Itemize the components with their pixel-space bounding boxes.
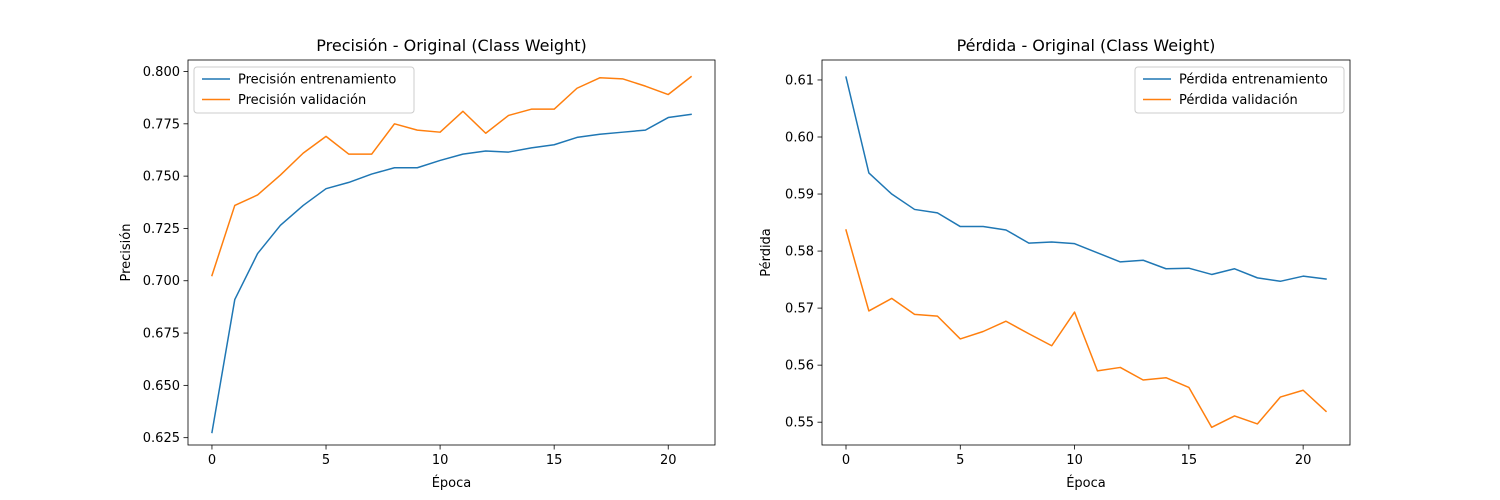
series-line-2 (845, 229, 1328, 429)
y-tick-label: 0.61 (785, 73, 814, 88)
x-tick-label: 5 (956, 453, 964, 468)
legend-label: Precisión entrenamiento (238, 73, 396, 88)
chart-title: Precisión - Original (Class Weight) (316, 36, 586, 55)
y-axis-label: Pérdida (759, 228, 774, 277)
y-tick-label: 0.57 (785, 302, 814, 317)
series-line-1 (845, 76, 1327, 283)
chart-2: Pérdida - Original (Class Weight) 0 5 10 15 2… (759, 36, 1351, 491)
axes-frame (821, 59, 1351, 446)
legend-box (1134, 66, 1345, 114)
legend-box (193, 66, 415, 114)
series-line-2 (211, 75, 693, 277)
x-tick-label: 0 (842, 453, 850, 468)
x-tick-label: 0 (208, 453, 216, 468)
series-points-2 (211, 76, 692, 276)
y-tick-label: 0.60 (785, 131, 814, 146)
series-points-1 (845, 77, 1327, 282)
y-tick-label: 0.58 (785, 245, 814, 260)
x-tick-label: 10 (432, 453, 449, 468)
legend-label: Pérdida validación (1179, 93, 1298, 108)
y-tick-label: 0.725 (143, 222, 180, 237)
chart-title: Pérdida - Original (Class Weight) (957, 36, 1216, 55)
y-tick-label: 0.650 (143, 379, 180, 394)
x-axis-label: Época (432, 475, 472, 491)
y-tick-label: 0.55 (785, 416, 814, 431)
legend: Precisión entrenamiento Precisión validac… (193, 66, 415, 114)
x-tick-label: 5 (322, 453, 330, 468)
y-tick-label: 0.750 (143, 170, 180, 185)
y-tick-label: 0.59 (785, 188, 814, 203)
x-tick-label: 10 (1066, 453, 1083, 468)
x-tick-label: 20 (660, 453, 677, 468)
y-tick-label: 0.800 (143, 65, 180, 80)
y-tick-label: 0.56 (785, 359, 814, 374)
x-tick-label: 15 (1181, 453, 1198, 468)
axes-frame (187, 59, 716, 446)
legend-label: Precisión validación (238, 93, 366, 108)
chart-1: Precisión - Original (Class Weight) 0 5 10 1… (119, 36, 716, 491)
y-tick-label: 0.700 (143, 274, 180, 289)
y-tick-label: 0.675 (143, 327, 180, 342)
series-points-2 (845, 229, 1327, 428)
legend-label: Pérdida entrenamiento (1179, 73, 1328, 88)
series-line-1 (211, 113, 692, 434)
y-tick-label: 0.625 (143, 431, 180, 446)
x-axis-label: Época (1066, 475, 1106, 491)
x-tick-label: 20 (1295, 453, 1312, 468)
legend: Pérdida entrenamiento Pérdida validación (1134, 66, 1345, 114)
y-tick-label: 0.775 (143, 117, 180, 132)
series-points-1 (211, 114, 692, 433)
x-tick-label: 15 (546, 453, 563, 468)
y-axis-label: Precisión (119, 223, 134, 281)
